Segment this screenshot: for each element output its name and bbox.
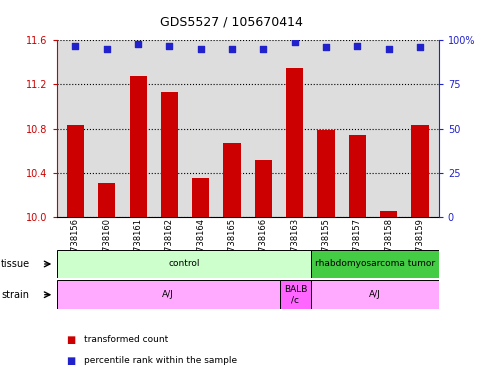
Text: A/J: A/J — [369, 290, 381, 299]
Text: strain: strain — [1, 290, 29, 300]
Bar — [67, 125, 84, 217]
Bar — [161, 92, 178, 217]
Point — [166, 43, 174, 49]
Point — [353, 43, 361, 49]
Point — [228, 46, 236, 52]
Point — [103, 46, 111, 52]
Text: ■: ■ — [67, 356, 76, 366]
Bar — [317, 130, 335, 217]
Point — [197, 46, 205, 52]
Bar — [312, 280, 439, 309]
Point — [385, 46, 392, 52]
Text: control: control — [168, 260, 200, 268]
Point — [134, 41, 142, 47]
Text: BALB
/c: BALB /c — [284, 285, 307, 305]
Bar — [312, 250, 439, 278]
Text: tissue: tissue — [1, 259, 30, 269]
Point — [322, 44, 330, 50]
Text: ■: ■ — [67, 335, 76, 345]
Point — [291, 39, 299, 45]
Text: percentile rank within the sample: percentile rank within the sample — [84, 356, 237, 366]
Bar — [223, 143, 241, 217]
Bar — [57, 280, 280, 309]
Bar — [349, 135, 366, 217]
Bar — [98, 183, 115, 217]
Bar — [255, 160, 272, 217]
Point — [71, 43, 79, 49]
Point — [259, 46, 267, 52]
Text: rhabdomyosarcoma tumor: rhabdomyosarcoma tumor — [315, 260, 435, 268]
Text: A/J: A/J — [162, 290, 174, 299]
Bar — [57, 250, 312, 278]
Text: transformed count: transformed count — [84, 335, 168, 344]
Point — [416, 44, 424, 50]
Text: GDS5527 / 105670414: GDS5527 / 105670414 — [160, 15, 303, 28]
Bar — [280, 280, 312, 309]
Bar — [380, 212, 397, 217]
Bar — [411, 125, 428, 217]
Bar — [130, 76, 147, 217]
Bar — [286, 68, 303, 217]
Bar — [192, 178, 210, 217]
